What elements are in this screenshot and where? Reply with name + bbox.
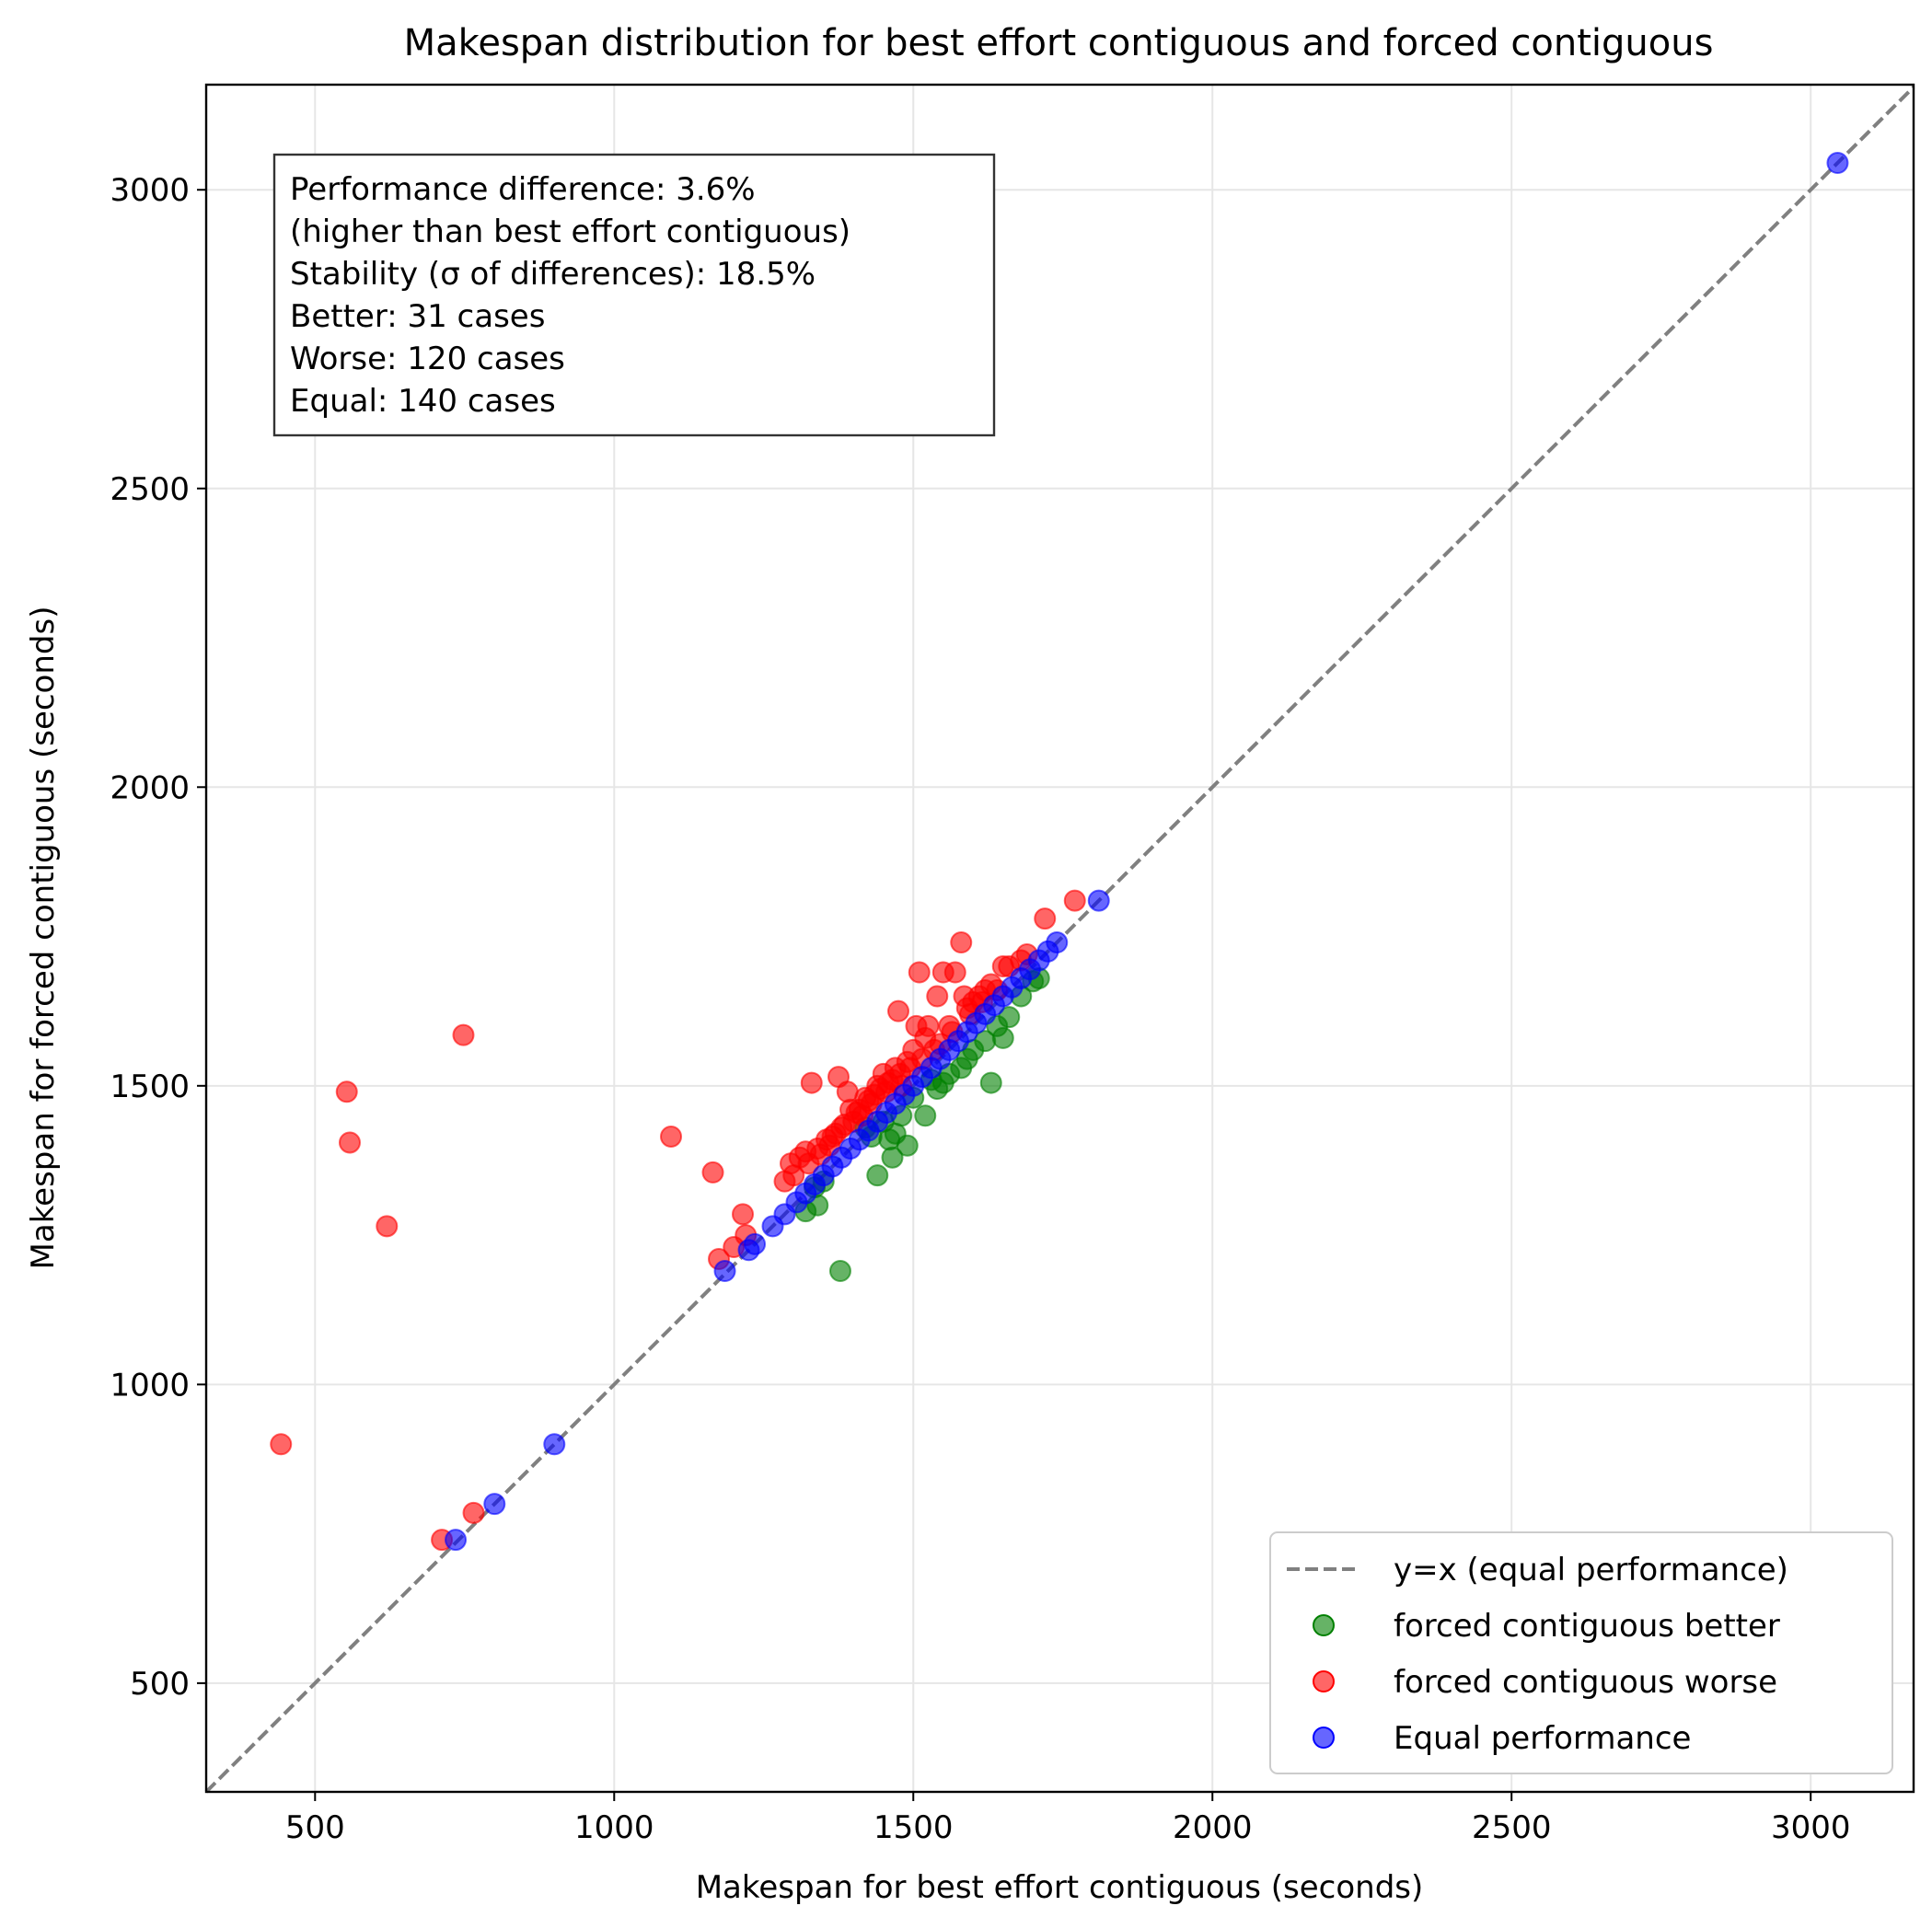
stats-annotation-box: Performance difference: 3.6% (higher tha… bbox=[272, 153, 996, 437]
data-point bbox=[744, 1232, 767, 1255]
data-point bbox=[660, 1125, 683, 1148]
legend-label: y=x (equal performance) bbox=[1394, 1552, 1788, 1588]
chart-title: Makespan distribution for best effort co… bbox=[404, 22, 1714, 64]
data-point bbox=[828, 1260, 851, 1283]
data-point bbox=[1087, 889, 1110, 912]
points-layer bbox=[270, 152, 1849, 1552]
legend-marker-better bbox=[1313, 1614, 1335, 1636]
legend-label: forced contiguous better bbox=[1394, 1608, 1780, 1645]
data-point bbox=[955, 1047, 978, 1070]
y-tick-label: 1000 bbox=[110, 1367, 190, 1403]
legend-label: Equal performance bbox=[1394, 1720, 1691, 1757]
y-tick-label: 500 bbox=[130, 1666, 190, 1703]
y-tick-label: 3000 bbox=[110, 172, 190, 209]
data-point bbox=[917, 1014, 940, 1037]
data-point bbox=[926, 985, 949, 1008]
data-point bbox=[270, 1433, 293, 1456]
x-tick-label: 2000 bbox=[1173, 1809, 1253, 1846]
annotation-line: Stability (σ of differences): 18.5% bbox=[290, 256, 816, 293]
data-point bbox=[732, 1203, 755, 1226]
annotation-line: Equal: 140 cases bbox=[290, 383, 556, 420]
x-tick-label: 1000 bbox=[574, 1809, 654, 1846]
legend-marker-equal bbox=[1313, 1727, 1335, 1749]
data-point bbox=[914, 1104, 937, 1127]
y-tick-label: 2500 bbox=[110, 471, 190, 508]
data-point bbox=[943, 961, 966, 984]
data-point bbox=[335, 1080, 358, 1103]
data-point bbox=[931, 1071, 954, 1094]
y-axis-label: Makespan for forced contiguous (seconds) bbox=[25, 606, 62, 1270]
annotation-line: Better: 31 cases bbox=[290, 298, 545, 335]
axis-ticks: 500 1000 1500 2000 2500 3000 500 1000 1500 2000 25… bbox=[110, 172, 1850, 1846]
legend-label: forced contiguous worse bbox=[1394, 1664, 1777, 1701]
data-point bbox=[950, 931, 973, 954]
data-point bbox=[887, 999, 910, 1022]
annotation-line: Performance difference: 3.6% bbox=[290, 171, 756, 208]
x-tick-label: 3000 bbox=[1771, 1809, 1851, 1846]
y-tick-label: 1500 bbox=[110, 1068, 190, 1105]
data-point bbox=[1826, 152, 1849, 175]
legend: y=x (equal performance) forced contiguou… bbox=[1269, 1531, 1893, 1774]
data-point bbox=[1046, 931, 1069, 954]
data-point bbox=[462, 1501, 485, 1524]
x-tick-label: 2500 bbox=[1472, 1809, 1552, 1846]
annotation-line: Worse: 120 cases bbox=[290, 341, 565, 377]
data-point bbox=[869, 1078, 892, 1101]
data-point bbox=[908, 961, 931, 984]
plot-frame bbox=[204, 83, 1915, 1794]
data-point bbox=[979, 1071, 1002, 1094]
data-point bbox=[1063, 889, 1086, 912]
x-tick-label: 1500 bbox=[873, 1809, 954, 1846]
data-point bbox=[800, 1071, 823, 1094]
data-point bbox=[543, 1433, 566, 1456]
data-point bbox=[445, 1529, 468, 1552]
data-point bbox=[452, 1023, 475, 1046]
data-point bbox=[483, 1493, 506, 1516]
x-axis-label: Makespan for best effort contiguous (sec… bbox=[696, 1869, 1424, 1906]
legend-marker-worse bbox=[1313, 1670, 1335, 1692]
data-point bbox=[376, 1215, 399, 1238]
data-point bbox=[701, 1161, 724, 1184]
annotation-line: (higher than best effort contiguous) bbox=[290, 214, 850, 250]
data-point bbox=[713, 1260, 736, 1283]
data-point bbox=[866, 1164, 889, 1187]
y-tick-label: 2000 bbox=[110, 769, 190, 806]
data-point bbox=[782, 1164, 805, 1187]
data-point bbox=[1034, 907, 1057, 930]
x-tick-label: 500 bbox=[285, 1809, 345, 1846]
data-point bbox=[338, 1131, 361, 1154]
